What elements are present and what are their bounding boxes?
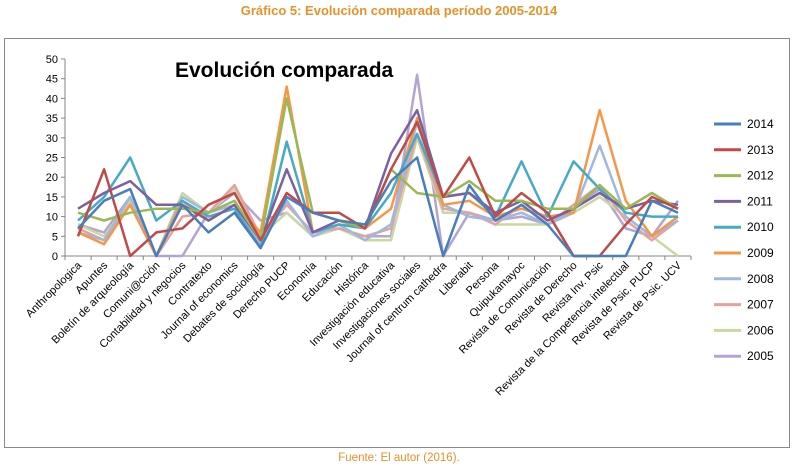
y-tick-label: 10 bbox=[46, 212, 58, 224]
figure-caption: Gráfico 5: Evolución comparada período 2… bbox=[240, 3, 558, 18]
chart-title: Evolución comparada bbox=[175, 59, 394, 82]
y-tick-label: 15 bbox=[46, 192, 58, 204]
y-tick-label: 50 bbox=[46, 54, 58, 66]
y-tick-label: 20 bbox=[46, 172, 58, 184]
figure-source: Fuente: El autor (2016). bbox=[338, 452, 460, 464]
legend-label: 2014 bbox=[747, 117, 774, 131]
chart-frame: Evolución comparada 0 5 10 15 20 25 30 35 40 45 50… bbox=[4, 38, 790, 448]
legend-label: 2009 bbox=[747, 246, 774, 260]
legend-label: 2010 bbox=[747, 220, 774, 234]
legend-label: 2012 bbox=[747, 169, 774, 183]
legend-label: 2008 bbox=[747, 272, 774, 286]
series-line-2009 bbox=[77, 85, 679, 258]
legend-label: 2005 bbox=[747, 349, 774, 363]
legend-label: 2007 bbox=[747, 298, 774, 312]
series-line-2008 bbox=[77, 120, 679, 258]
y-tick-label: 35 bbox=[46, 113, 58, 125]
legend: 2014 2013 2012 2011 2010 2009 2008 2007 2006 2005 bbox=[714, 117, 774, 363]
series-line-2014 bbox=[77, 156, 679, 258]
y-tick-label: 5 bbox=[52, 231, 58, 243]
y-tick-label: 0 bbox=[52, 251, 58, 263]
legend-label: 2013 bbox=[747, 143, 774, 157]
legend-label: 2011 bbox=[747, 194, 773, 208]
series-lines bbox=[76, 73, 680, 258]
y-tick-label: 30 bbox=[46, 133, 58, 145]
y-tick-label: 25 bbox=[46, 153, 58, 165]
legend-label: 2006 bbox=[747, 323, 774, 337]
y-tick-label: 45 bbox=[46, 74, 58, 86]
line-chart: Evolución comparada 0 5 10 15 20 25 30 35 40 45 50… bbox=[24, 54, 774, 398]
y-tick-label: 40 bbox=[46, 93, 58, 105]
